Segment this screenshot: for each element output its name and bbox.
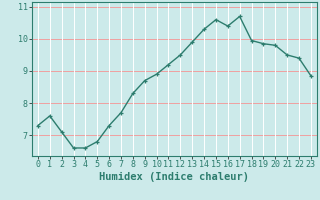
X-axis label: Humidex (Indice chaleur): Humidex (Indice chaleur)	[100, 172, 249, 182]
